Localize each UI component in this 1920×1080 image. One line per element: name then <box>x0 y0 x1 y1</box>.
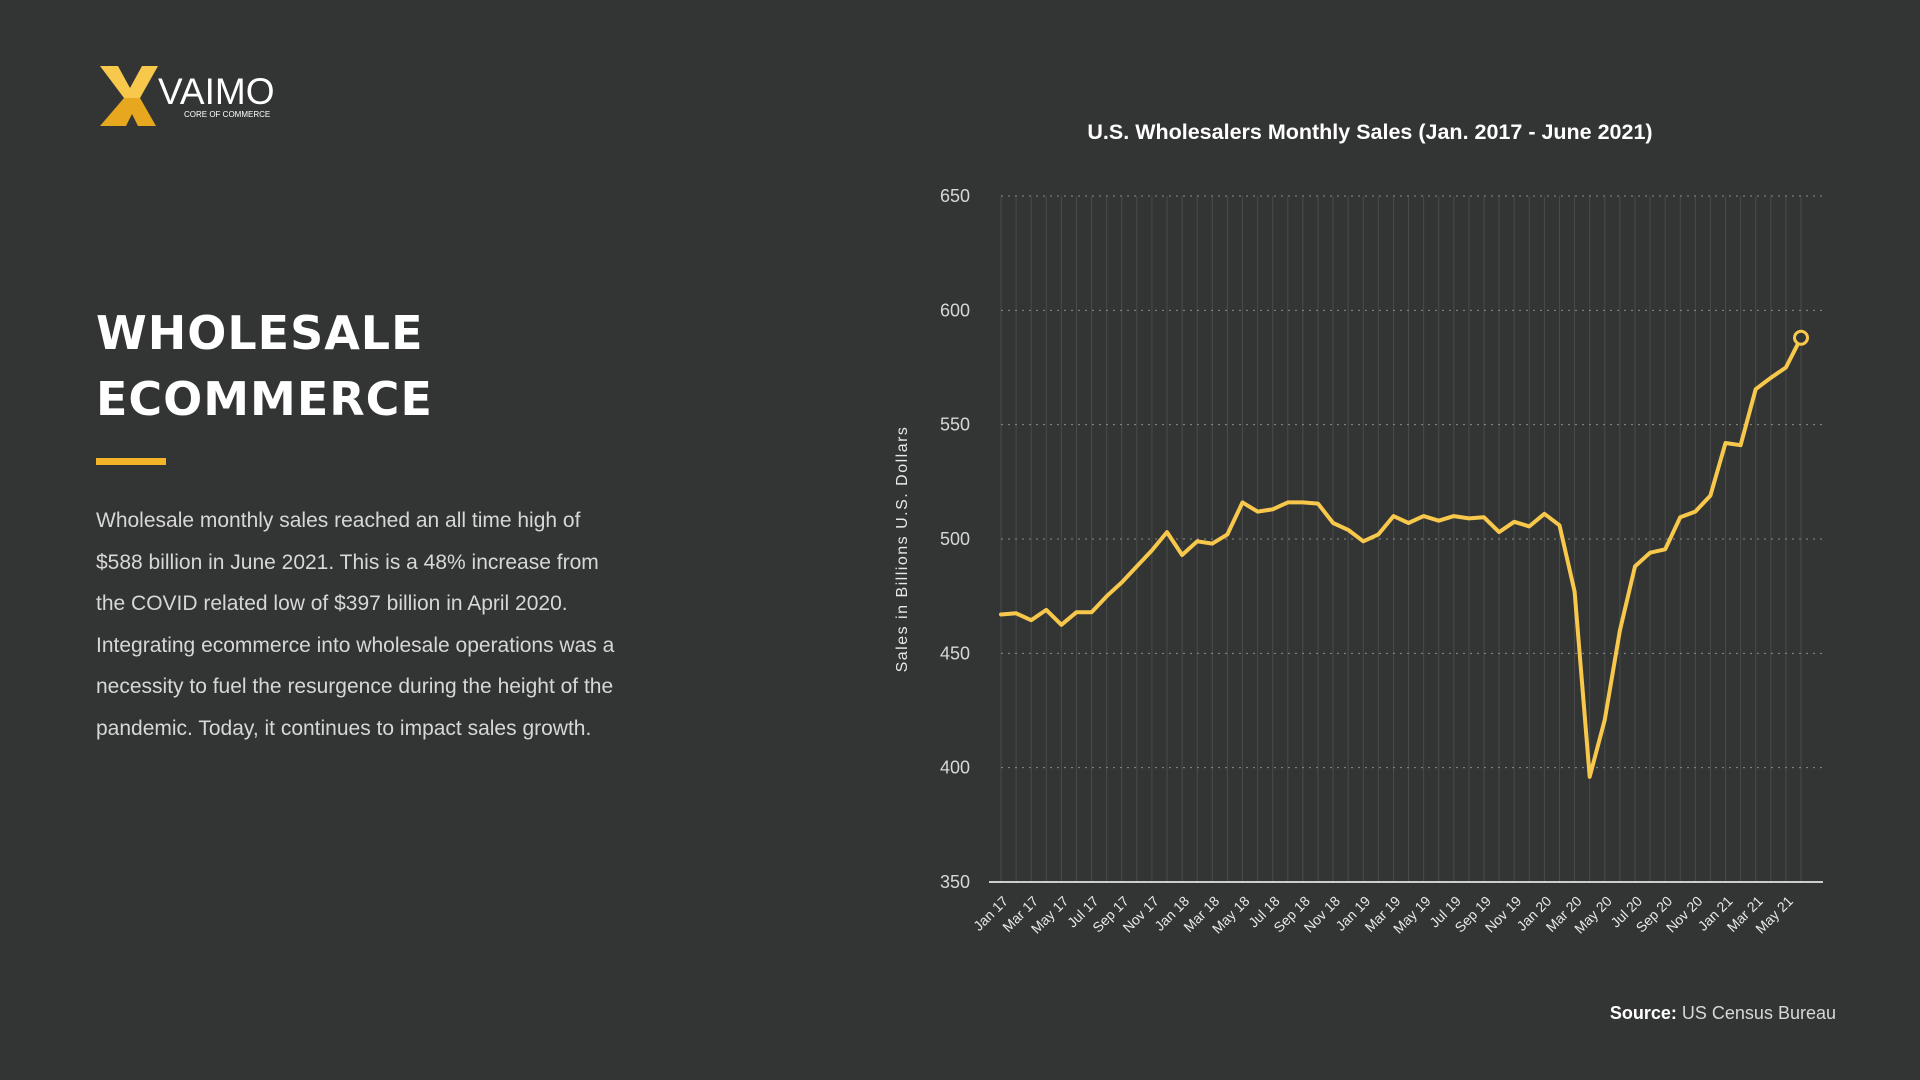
peak-point-marker <box>1793 329 1809 346</box>
source-value: US Census Bureau <box>1681 1003 1836 1023</box>
y-tick-label: 450 <box>940 643 970 663</box>
headline-line-2: ECOMMERCE <box>96 372 433 426</box>
y-axis-label: Sales in Billions U.S. Dollars <box>894 426 911 673</box>
logo-tagline: CORE OF COMMERCE <box>184 110 270 119</box>
accent-divider <box>96 458 166 465</box>
vaimo-x-mark-icon <box>100 66 158 126</box>
source-label: Source: <box>1609 1003 1677 1023</box>
y-tick-label: 500 <box>940 529 970 549</box>
y-tick-label: 650 <box>940 186 970 206</box>
chart-grid <box>1000 195 1823 882</box>
y-tick-label: 350 <box>940 872 970 892</box>
page-headline: WHOLESALE ECOMMERCE <box>96 300 433 432</box>
chart-series <box>999 329 1809 779</box>
headline-line-1: WHOLESALE <box>96 306 424 360</box>
body-paragraph: Wholesale monthly sales reached an all t… <box>96 509 615 740</box>
vaimo-logo: VAIMO CORE OF COMMERCE <box>96 62 296 132</box>
source-note: Source: US Census Bureau <box>1610 1003 1836 1024</box>
y-tick-label: 550 <box>940 415 970 435</box>
logo-wordmark: VAIMO <box>158 71 275 112</box>
chart-title: U.S. Wholesalers Monthly Sales (Jan. 201… <box>1087 120 1653 144</box>
sales-series-line <box>999 335 1803 779</box>
y-tick-label: 600 <box>940 300 970 320</box>
y-tick-label: 400 <box>940 758 970 778</box>
